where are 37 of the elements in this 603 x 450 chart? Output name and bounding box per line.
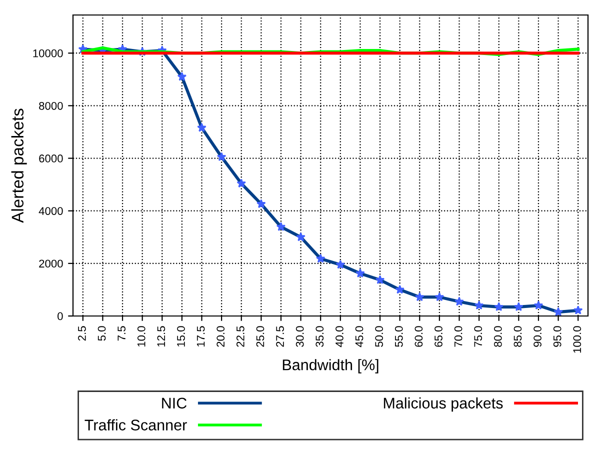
x-tick-label: 60.0 (414, 326, 423, 347)
x-tick-label: 50.0 (375, 326, 383, 347)
x-tick-label: 90.0 (534, 326, 542, 347)
x-tick-label: 5.0 (98, 326, 106, 341)
x-tick-label: 75.0 (474, 326, 482, 347)
y-tick-label: 0 (58, 312, 63, 320)
x-tick-label: 40.0 (336, 326, 344, 348)
x-tick-label: 25.0 (256, 326, 264, 347)
x-tick-label: 70.0 (454, 326, 462, 347)
x-tick-label: 20.0 (216, 326, 225, 347)
x-tick-label: 30.0 (296, 326, 304, 347)
x-tick-label: 100.0 (573, 326, 582, 353)
y-tick-label: 2000 (39, 260, 63, 268)
x-tick-label: 85.0 (514, 326, 522, 347)
x-tick-label: 10.0 (137, 326, 146, 346)
x-tick-label: 12.5 (157, 326, 166, 346)
x-axis-title: Bandwidth [%] (282, 359, 378, 374)
x-tick-label: 65.0 (434, 326, 442, 347)
x-tick-label: 2.5 (78, 326, 86, 341)
x-tick-label: 80.0 (494, 326, 502, 347)
x-tick-label: 7.5 (118, 326, 126, 341)
x-tick-label: 17.5 (196, 326, 205, 346)
x-tick-label: 22.5 (236, 326, 244, 347)
x-tick-label: 35.0 (316, 326, 324, 347)
x-tick-label: 27.5 (276, 326, 284, 347)
y-tick-label: 10000 (33, 49, 63, 58)
legend-label: NIC (162, 398, 187, 409)
y-axis-title: Alerted packets (11, 108, 27, 223)
x-tick-label: 15.0 (177, 326, 185, 346)
y-tick-label: 8000 (39, 102, 63, 110)
legend-label: Traffic Scanner (84, 419, 187, 430)
y-tick-label: 4000 (38, 207, 63, 215)
y-tick-label: 6000 (39, 154, 63, 162)
x-tick-label: 95.0 (553, 326, 562, 347)
legend-label: Malicious packets (384, 397, 503, 412)
x-tick-label: 45.0 (355, 326, 364, 348)
x-tick-label: 55.0 (394, 326, 403, 347)
